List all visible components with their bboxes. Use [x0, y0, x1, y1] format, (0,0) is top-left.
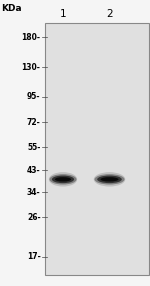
- Ellipse shape: [49, 172, 77, 186]
- Text: 34-: 34-: [27, 188, 40, 196]
- Ellipse shape: [52, 176, 74, 183]
- Text: 72-: 72-: [27, 118, 40, 127]
- Text: 180-: 180-: [21, 33, 40, 42]
- Text: 1: 1: [60, 9, 66, 19]
- Text: 130-: 130-: [22, 63, 40, 72]
- Ellipse shape: [55, 177, 71, 182]
- Bar: [45, 23, 148, 275]
- Text: KDa: KDa: [2, 4, 22, 13]
- Text: 55-: 55-: [27, 143, 40, 152]
- Text: 43-: 43-: [27, 166, 40, 175]
- Text: 95-: 95-: [27, 92, 40, 101]
- Ellipse shape: [94, 172, 125, 186]
- Ellipse shape: [100, 177, 118, 182]
- Ellipse shape: [50, 174, 76, 184]
- Text: 26-: 26-: [27, 212, 40, 222]
- Text: 2: 2: [106, 9, 113, 19]
- Ellipse shape: [97, 176, 122, 183]
- Text: 17-: 17-: [27, 252, 40, 261]
- Ellipse shape: [94, 174, 124, 184]
